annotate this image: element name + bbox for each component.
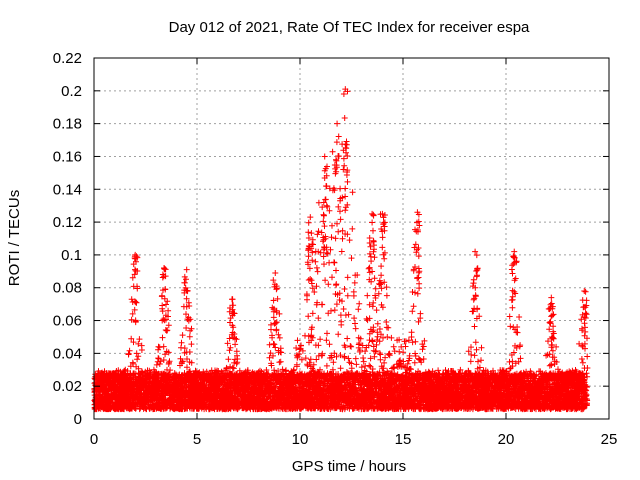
x-tick-label: 15 (395, 431, 412, 448)
roti-points (91, 88, 591, 413)
peak-point (183, 266, 190, 273)
x-tick-label: 5 (193, 431, 201, 448)
y-tick-label: 0.02 (53, 378, 82, 395)
peak-point (369, 210, 376, 217)
x-tick-label: 0 (90, 431, 98, 448)
y-tick-label: 0.14 (53, 181, 82, 198)
x-tick-label: 10 (292, 431, 309, 448)
y-tick-label: 0.08 (53, 280, 82, 297)
peak-point (581, 288, 588, 295)
peak-point (229, 296, 236, 303)
data-points (91, 86, 591, 413)
peak-point (548, 294, 555, 301)
peak-point (472, 248, 479, 255)
peak-point (379, 210, 386, 217)
y-axis-ticks: 0 0.02 0.04 0.06 0.08 0.1 0.12 0.14 0.16 0.18 0.2 0… (53, 50, 609, 428)
y-tick-label: 0.06 (53, 313, 82, 330)
x-axis-label: GPS time / hours (292, 458, 406, 475)
peak-point (161, 265, 168, 272)
peak-point (321, 153, 328, 160)
peak-point (307, 214, 314, 221)
peak-point (511, 248, 518, 255)
y-axis-label: ROTI / TECUs (6, 190, 23, 286)
y-tick-label: 0 (74, 411, 82, 428)
y-tick-label: 0.2 (61, 83, 82, 100)
y-tick-label: 0.12 (53, 214, 82, 231)
x-axis-ticks: 0 5 10 15 20 25 (90, 58, 618, 448)
peak-point (342, 86, 349, 93)
y-tick-label: 0.18 (53, 116, 82, 133)
peak-point (414, 209, 421, 216)
peak-point (334, 120, 341, 127)
y-tick-label: 0.16 (53, 148, 82, 165)
y-tick-label: 0.04 (53, 345, 82, 362)
peak-point (272, 269, 279, 276)
x-tick-label: 25 (601, 431, 618, 448)
chart-title: Day 012 of 2021, Rate Of TEC Index for r… (169, 19, 530, 36)
x-tick-label: 20 (498, 431, 515, 448)
plot-frame (93, 57, 610, 420)
peak-point (132, 251, 139, 258)
y-tick-label: 0.1 (61, 247, 82, 264)
grid-lines (94, 58, 609, 419)
y-tick-label: 0.22 (53, 50, 82, 67)
